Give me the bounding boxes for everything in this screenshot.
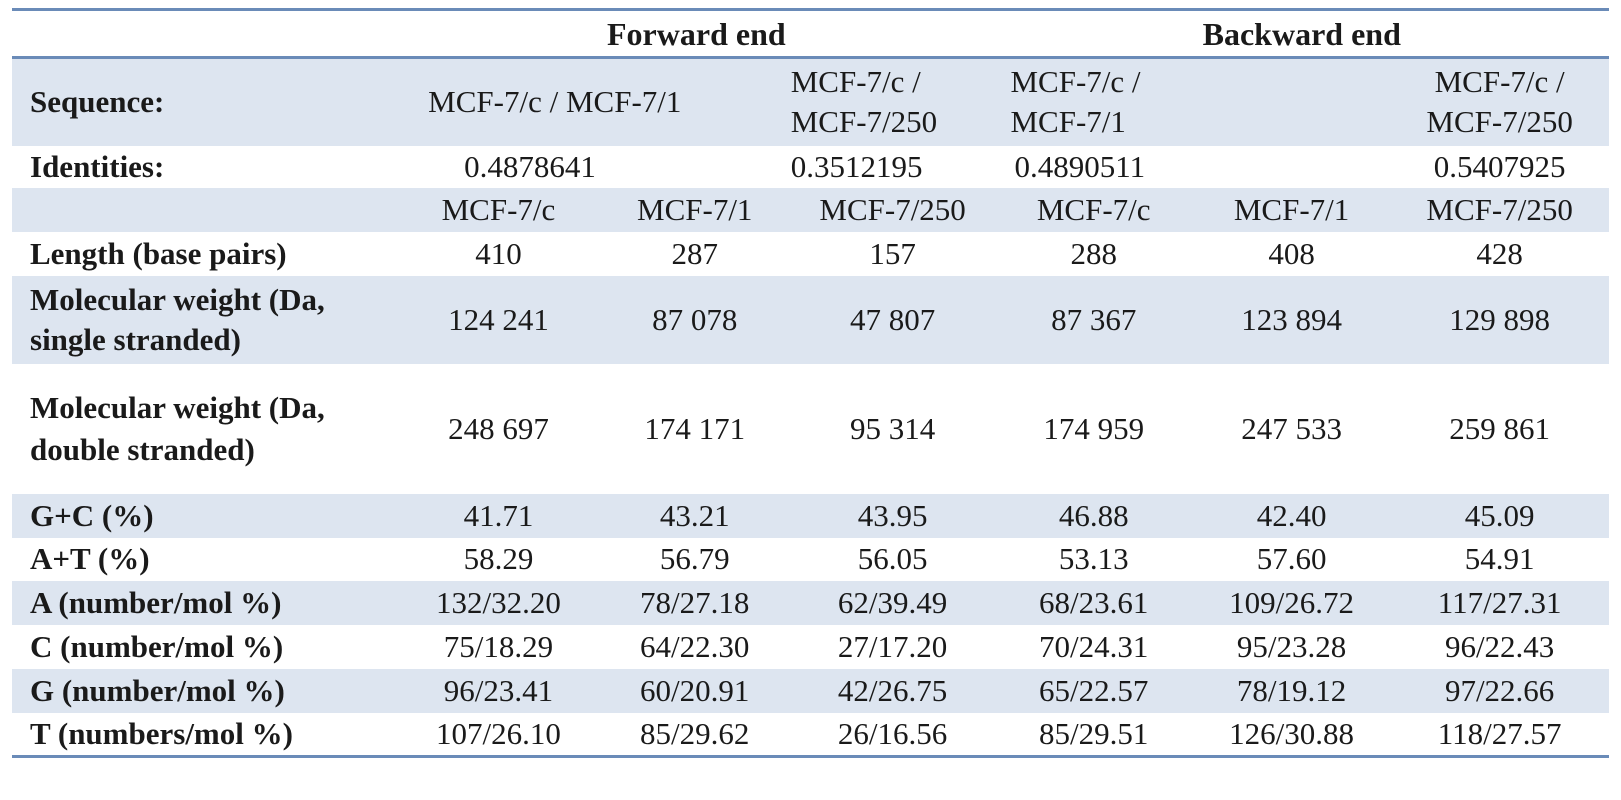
row-label: G (number/mol %)	[30, 672, 285, 708]
forward-end-header: Forward end	[398, 8, 995, 59]
table-cell: 85/29.62	[598, 712, 791, 758]
table-cell: 56.79	[659, 541, 730, 576]
table-cell: 117/27.31	[1437, 584, 1562, 620]
table-cell: 95/23.28	[1236, 628, 1347, 664]
column-header: MCF-7/1	[637, 191, 753, 227]
empty-corner-cell	[12, 8, 399, 59]
empty-label-cell	[12, 188, 398, 232]
row-label: C (number/mol %)	[30, 628, 284, 664]
identity-cell: 0.3512195	[790, 148, 923, 184]
row-label: Sequence:	[30, 84, 165, 120]
table-cell: 287	[671, 235, 718, 271]
table-row: G+C (%) 41.71 43.21 43.95 46.88 42.40 45…	[12, 493, 1609, 538]
column-header: MCF-7/c	[441, 191, 556, 227]
table-cell: 408	[1268, 235, 1315, 271]
table-cell: 410	[475, 235, 522, 271]
table-cell: 97/22.66	[1444, 672, 1555, 708]
table-cell: 288	[1070, 235, 1117, 271]
table-cell: 132/32.20	[436, 584, 561, 620]
table-cell: 26/16.56	[790, 712, 995, 758]
table-cell: 58.29	[463, 541, 534, 576]
table-cell: 42/26.75	[837, 672, 948, 708]
table-cell: 126/30.88	[1192, 712, 1391, 758]
table-cell: 43.95	[857, 497, 928, 533]
table-cell: 78/27.18	[640, 584, 750, 620]
column-header: MCF-7/250	[819, 191, 966, 227]
table-cell: 85/29.51	[994, 712, 1193, 758]
table-cell: 56.05	[857, 541, 928, 576]
row-label: T (numbers/mol %)	[12, 712, 399, 758]
table-cell: 46.88	[1058, 497, 1129, 533]
column-header: MCF-7/250	[1426, 191, 1573, 227]
table-cell: 107/26.10	[398, 712, 599, 758]
table-cell: 57.60	[1256, 541, 1327, 576]
table-cell: 96/23.41	[443, 672, 554, 708]
sequence-cell: MCF-7/c / MCF-7/250	[1426, 64, 1573, 140]
table-cell: 248 697	[448, 410, 549, 446]
table-cell: 53.13	[1058, 541, 1129, 576]
table-row: A+T (%) 58.29 56.79 56.05 53.13 57.60 54…	[12, 538, 1609, 581]
table-cell: 78/19.12	[1236, 672, 1347, 708]
group-header-row: Forward end Backward end	[12, 8, 1609, 59]
table-cell: 123 894	[1241, 301, 1342, 337]
identity-cell: 0.4890511	[1014, 148, 1146, 184]
identity-cell: 0.4878641	[464, 148, 596, 184]
table-cell: 70/24.31	[1039, 628, 1149, 664]
table-cell: 87 367	[1051, 301, 1137, 337]
table-cell: 247 533	[1241, 410, 1342, 446]
table-cell: 87 078	[652, 301, 738, 337]
table-cell: 43.21	[659, 497, 730, 533]
row-label: Molecular weight (Da, double stranded)	[30, 389, 325, 467]
row-label: Molecular weight (Da, single stranded)	[30, 281, 325, 357]
table-row: T (numbers/mol %) 107/26.10 85/29.62 26/…	[12, 712, 1609, 758]
row-label: Length (base pairs)	[30, 235, 287, 271]
table-cell: 428	[1476, 235, 1523, 271]
data-table-container: Forward end Backward end Sequence: MCF-7…	[12, 8, 1609, 758]
column-header-row: MCF-7/c MCF-7/1 MCF-7/250 MCF-7/c MCF-7/…	[12, 187, 1609, 232]
table-cell: 124 241	[448, 301, 549, 337]
row-label: A (number/mol %)	[30, 584, 282, 620]
table-cell: 96/22.43	[1444, 628, 1555, 664]
sequence-cell: MCF-7/c / MCF-7/1	[428, 84, 682, 120]
table-row: Length (base pairs) 410 287 157 288 408 …	[12, 232, 1609, 276]
table-row: Molecular weight (Da, single stranded) 1…	[12, 275, 1609, 364]
table-row: A (number/mol %) 132/32.20 78/27.18 62/3…	[12, 580, 1609, 625]
row-label: A+T (%)	[30, 541, 150, 576]
table-cell: 47 807	[849, 301, 936, 337]
table-cell: 95 314	[849, 410, 936, 446]
sequence-comparison-table: Forward end Backward end Sequence: MCF-7…	[12, 8, 1609, 758]
sequence-cell: MCF-7/c / MCF-7/1	[1010, 64, 1141, 140]
backward-end-header: Backward end	[994, 8, 1609, 59]
table-row: Molecular weight (Da, double stranded) 2…	[12, 364, 1609, 494]
table-row: G (number/mol %) 96/23.41 60/20.91 42/26…	[12, 668, 1609, 713]
table-row: C (number/mol %) 75/18.29 64/22.30 27/17…	[12, 625, 1609, 669]
table-cell: 174 959	[1043, 410, 1145, 446]
column-header: MCF-7/1	[1233, 191, 1350, 227]
table-cell: 129 898	[1449, 301, 1550, 337]
table-cell: 174 171	[644, 410, 746, 446]
table-cell: 118/27.57	[1390, 712, 1609, 758]
table-cell: 65/22.57	[1039, 672, 1149, 708]
table-cell: 62/39.49	[837, 584, 948, 620]
identity-cell: 0.5407925	[1433, 148, 1566, 184]
table-cell: 27/17.20	[837, 628, 948, 664]
table-cell: 54.91	[1464, 541, 1535, 576]
table-cell: 68/23.61	[1039, 584, 1149, 620]
row-label: G+C (%)	[30, 497, 154, 533]
table-cell: 64/22.30	[640, 628, 750, 664]
table-cell: 60/20.91	[640, 672, 750, 708]
table-cell: 42.40	[1256, 497, 1327, 533]
sequence-cell: MCF-7/c / MCF-7/250	[790, 64, 938, 140]
table-cell: 259 861	[1449, 410, 1550, 446]
table-cell: 75/18.29	[443, 628, 554, 664]
identities-row: Identities: 0.4878641 0.3512195 0.489051…	[12, 146, 1609, 188]
table-cell: 45.09	[1464, 497, 1535, 533]
table-cell: 157	[869, 235, 916, 271]
column-header: MCF-7/c	[1036, 191, 1151, 227]
row-label: Identities:	[30, 148, 165, 184]
table-cell: 109/26.72	[1229, 584, 1355, 620]
sequence-row: Sequence: MCF-7/c / MCF-7/1 MCF-7/c / MC…	[12, 57, 1609, 146]
table-cell: 41.71	[463, 497, 534, 533]
